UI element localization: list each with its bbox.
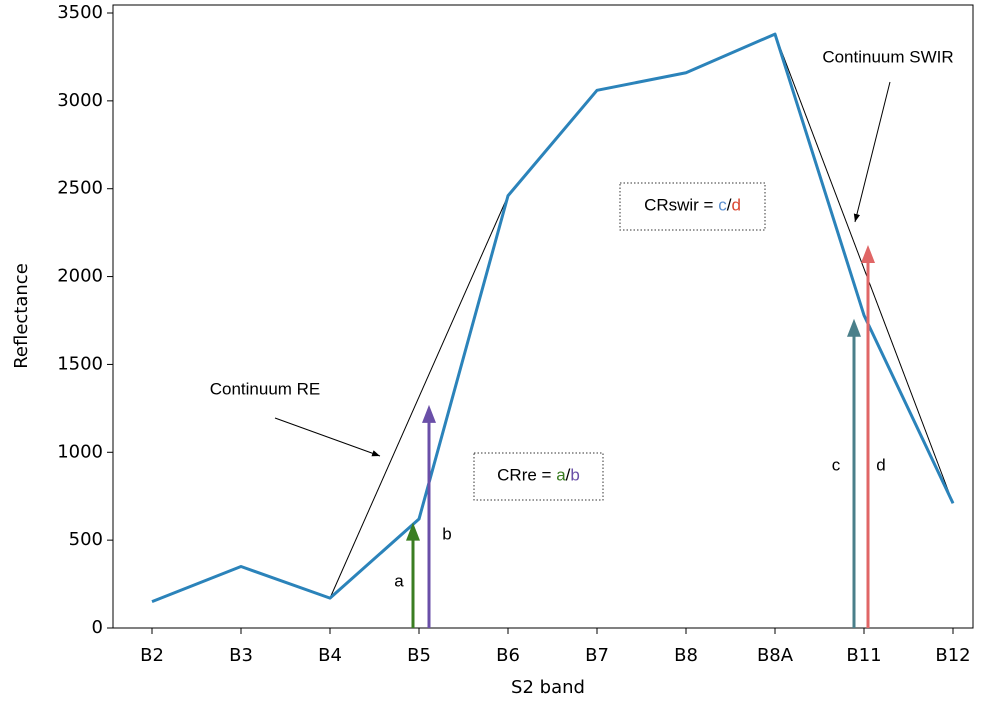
formula: CRre = a/b xyxy=(497,466,580,485)
y-tick-label: 2500 xyxy=(57,178,103,199)
continuum-label: Continuum SWIR xyxy=(822,47,953,66)
x-tick-label: B8 xyxy=(674,645,698,666)
x-tick-label: B2 xyxy=(140,645,164,666)
formula-part: CRre = xyxy=(497,466,556,485)
x-tick-label: B3 xyxy=(229,645,253,666)
formula-part: d xyxy=(731,196,740,215)
x-axis-label: S2 band xyxy=(511,677,585,698)
y-tick-label: 1500 xyxy=(57,353,103,374)
x-tick-label: B12 xyxy=(935,645,970,666)
formula-box xyxy=(473,452,604,501)
annotation-arrow xyxy=(274,417,381,457)
y-tick-label: 0 xyxy=(92,617,103,638)
value-arrow-head xyxy=(861,244,875,263)
y-tick-label: 1000 xyxy=(57,441,103,462)
arrow-label: a xyxy=(394,571,404,590)
formula: CRswir = c/d xyxy=(644,196,741,215)
value-arrow-head xyxy=(847,318,861,337)
y-tick-label: 500 xyxy=(69,529,103,550)
arrow-label: c xyxy=(832,455,841,474)
plot-frame xyxy=(112,4,974,629)
continuum-label: Continuum RE xyxy=(210,379,321,398)
x-tick-label: B5 xyxy=(407,645,431,666)
formula-part: b xyxy=(570,466,579,485)
formula-part: / xyxy=(727,196,732,215)
x-tick-label: B4 xyxy=(318,645,342,666)
data-line xyxy=(151,32,955,604)
x-tick-label: B6 xyxy=(496,645,520,666)
x-tick-label: B7 xyxy=(585,645,609,666)
y-axis-label: Reflectance xyxy=(11,263,32,369)
x-tick-label: B8A xyxy=(757,645,794,666)
y-tick-label: 3500 xyxy=(57,2,103,23)
value-arrow-head xyxy=(422,404,436,423)
value-arrow-head xyxy=(406,522,420,541)
formula-part: a xyxy=(556,466,566,485)
formula-box xyxy=(619,182,766,231)
arrow-label: b xyxy=(442,524,451,543)
y-tick-label: 3000 xyxy=(57,90,103,111)
annotation-arrow xyxy=(853,81,891,223)
formula-part: CRswir = xyxy=(644,196,718,215)
formula-part: / xyxy=(566,466,571,485)
continuum-line xyxy=(774,33,954,504)
arrow-label: d xyxy=(876,455,885,474)
y-tick-label: 2000 xyxy=(57,266,103,287)
formula-part: c xyxy=(718,196,727,215)
x-tick-label: B11 xyxy=(846,645,881,666)
continuum-line xyxy=(329,195,509,599)
